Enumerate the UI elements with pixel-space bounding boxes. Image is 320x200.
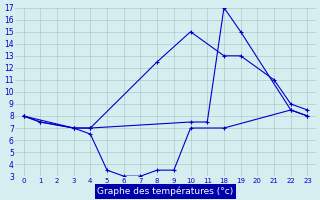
X-axis label: Graphe des températures (°c): Graphe des températures (°c)	[97, 186, 234, 196]
